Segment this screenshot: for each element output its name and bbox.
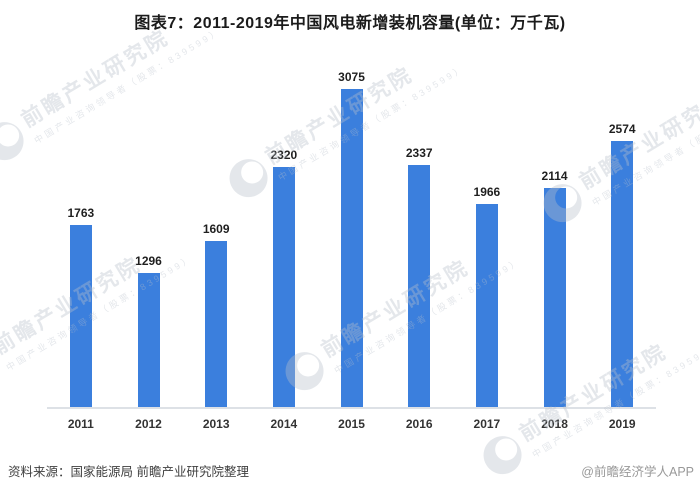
bar-value-label-2018: 2114: [541, 169, 568, 183]
bar-2014: [272, 167, 295, 407]
x-tick-2012: 2012: [135, 417, 162, 431]
bar-2018: [543, 188, 566, 407]
bar-2015: [340, 89, 363, 407]
bar-value-label-2012: 1296: [135, 254, 162, 268]
bar-group-2011: 1763 2011: [47, 55, 115, 431]
x-tick-2013: 2013: [202, 417, 230, 431]
x-tick-2016: 2016: [405, 417, 433, 431]
bar-group-2016: 2337 2016: [385, 55, 453, 431]
chart-title: 图表7：2011-2019年中国风电新增装机容量(单位：万千瓦): [134, 15, 566, 32]
bar-value-label-2017: 1966: [473, 185, 501, 199]
bar-value-label-2016: 2337: [405, 146, 433, 160]
qianzhan-logo-icon: [476, 429, 528, 481]
bar-2019: [611, 141, 634, 407]
bar-group-2013: 1609 2013: [182, 55, 250, 431]
bar-group-2018: 2114 2018: [521, 55, 589, 431]
credit-note: @前瞻经济学人APP: [581, 465, 694, 479]
bar-2012: [137, 273, 160, 407]
x-axis-line: [47, 407, 656, 409]
bar-group-2015: 3075 2015: [318, 55, 386, 431]
bar-value-label-2011: 1763: [67, 206, 95, 220]
x-tick-2017: 2017: [473, 417, 501, 431]
bar-group-2017: 1966 2017: [453, 55, 521, 431]
qianzhan-logo-icon: [0, 115, 30, 167]
bar-group-2014: 2320 2014: [250, 55, 318, 431]
bar-2013: [205, 241, 228, 407]
x-tick-2014: 2014: [270, 417, 298, 431]
x-tick-2018: 2018: [541, 417, 568, 431]
bar-group-2019: 2574 2019: [588, 55, 656, 431]
bar-value-label-2014: 2320: [270, 148, 298, 162]
bar-2011: [69, 225, 92, 407]
x-tick-2015: 2015: [338, 417, 365, 431]
bar-2017: [475, 204, 498, 407]
bar-value-label-2013: 1609: [202, 222, 230, 236]
plot-area: 1763 2011 1296 2012 1609 2013 2320 2014 3075 2015…: [47, 55, 656, 431]
x-tick-2011: 2011: [67, 417, 94, 431]
bar-value-label-2019: 2574: [608, 122, 636, 136]
bar-2016: [408, 165, 431, 407]
bar-value-label-2015: 3075: [338, 70, 365, 84]
source-note: 资料来源：国家能源局 前瞻产业研究院整理: [8, 465, 249, 479]
bar-group-2012: 1296 2012: [115, 55, 183, 431]
qianzhan-logo-icon: [0, 342, 2, 394]
x-tick-2019: 2019: [608, 417, 636, 431]
